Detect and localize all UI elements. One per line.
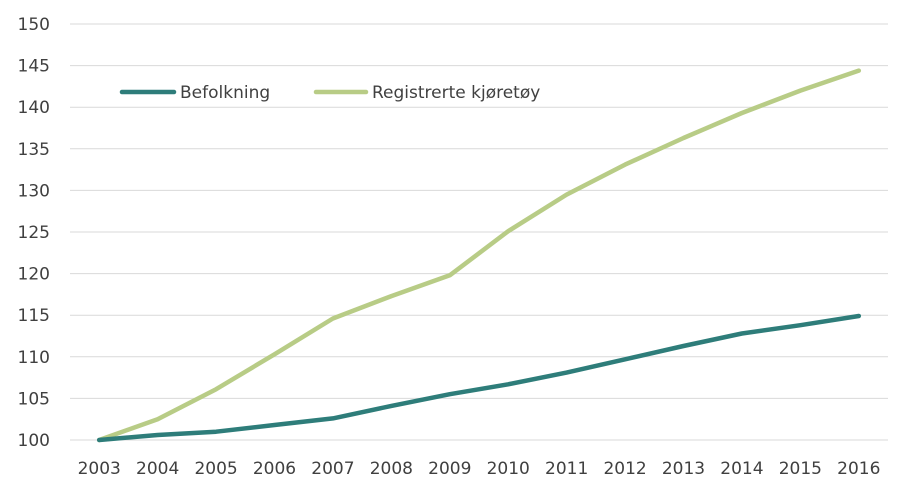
x-tick-label: 2009 [428,459,471,477]
gridlines [70,23,888,441]
x-tick-label: 2013 [662,459,705,477]
legend-label: Registrerte kjøretøy [372,83,540,103]
x-tick-label: 2015 [779,459,822,477]
legend-label: Befolkning [180,83,270,103]
y-tick-label: 100 [18,431,50,451]
y-tick-label: 150 [18,15,50,35]
y-tick-label: 120 [18,265,50,285]
x-tick-label: 2016 [837,459,880,477]
series-line-befolkning [96,313,862,443]
y-tick-label: 145 [18,57,50,77]
x-tick-label: 2014 [720,459,763,477]
series-line-registrerte-kjoretoy [96,68,862,443]
x-tick-label: 2003 [78,459,121,477]
y-tick-label: 135 [18,140,50,160]
y-tick-label: 140 [18,98,50,118]
y-tick-label: 125 [18,223,50,243]
x-tick-label: 2010 [487,459,530,477]
x-tick-label: 2004 [136,459,179,477]
y-tick-label: 110 [18,348,50,368]
x-tick-label: 2011 [545,459,588,477]
x-tick-label: 2006 [253,459,296,477]
x-tick-label: 2005 [194,459,237,477]
y-tick-label: 130 [18,181,50,201]
x-tick-label: 2012 [603,459,646,477]
x-axis-ticks: 2003 2004 2005 2006 2007 2008 2009 2010 2011 2012… [78,459,881,477]
series-lines [96,68,862,443]
legend: Befolkning Registrerte kjøretøy [119,83,540,103]
x-tick-label: 2007 [311,459,354,477]
y-axis-ticks: 100 105 110 115 120 125 130 135 140 145 150 [18,15,50,451]
x-tick-label: 2008 [370,459,413,477]
y-tick-label: 105 [18,389,50,409]
y-tick-label: 115 [18,306,50,326]
